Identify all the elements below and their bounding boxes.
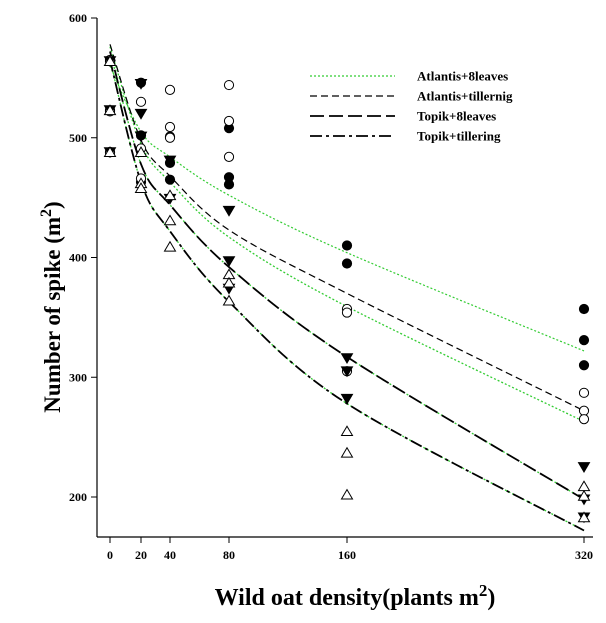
point-open-triangle [222,294,236,306]
point-filled-triangle [340,366,354,378]
y-tick-label: 200 [69,490,87,504]
point-open-circle [223,115,235,127]
fit-curve-2 [109,51,585,501]
point-open-triangle [103,55,117,67]
point-open-triangle [577,480,591,492]
point-open-triangle [163,189,177,201]
point-filled-triangle [134,131,148,143]
point-open-triangle [163,240,177,252]
point-filled-circle [341,240,353,251]
point-open-triangle [340,425,354,437]
point-filled-circle [578,360,590,371]
point-filled-circle [578,303,590,315]
point-filled-triangle [134,78,148,90]
point-filled-triangle [163,155,177,167]
legend-label-2: Topik+8leaves [417,109,496,124]
legend: Atlantis+8leaves Atlantis+tillernig Topik+… [310,69,513,144]
legend-label-0: Atlantis+8leaves [417,69,508,84]
x-tick-label: 320 [575,548,593,562]
point-open-triangle [163,214,177,226]
point-filled-circle [578,335,590,346]
legend-label-3: Topik+tillering [417,129,501,144]
point-open-circle [164,132,176,143]
point-filled-triangle [340,393,354,405]
point-filled-triangle [577,462,591,473]
point-filled-circle [164,174,176,185]
point-open-triangle [103,146,117,158]
point-filled-triangle [222,256,236,268]
y-tick-label: 600 [69,11,87,25]
data-points [103,54,591,524]
point-open-triangle [340,488,354,500]
point-open-circle [578,405,590,416]
point-filled-circle [341,258,353,269]
legend-label-1: Atlantis+tillernig [417,89,513,104]
point-open-circle [164,84,176,95]
point-open-triangle [577,489,591,501]
x-axis-title: Wild oat density(plants m2) [215,581,496,611]
fit-curve-overlay-0 [109,46,585,423]
x-tick-label: 80 [223,548,235,562]
point-open-triangle [340,446,354,458]
x-tick-label: 20 [135,548,147,562]
y-tick-label: 300 [69,370,87,384]
point-open-triangle [134,182,148,193]
x-tick-label: 40 [164,548,176,562]
point-open-circle [135,96,147,107]
point-open-circle [164,121,176,133]
point-filled-triangle [340,353,354,365]
fit-curve-overlay-2 [109,59,585,532]
x-tick-label: 0 [107,548,113,562]
point-open-triangle [134,146,148,158]
point-open-circle [223,79,235,91]
x-tick-label: 160 [338,548,356,562]
point-filled-triangle [222,205,236,217]
point-open-circle [223,151,235,163]
point-open-triangle [103,104,117,116]
point-open-triangle [577,511,591,523]
point-filled-circle [223,179,235,190]
point-open-circle [578,414,590,425]
axes: 200 300 400 500 600 0 20 40 80 160 320 [69,11,593,562]
y-axis-title: Number of spike (m2) [38,201,65,412]
point-filled-triangle [134,108,148,120]
y-tick-label: 400 [69,251,87,265]
fit-curve-3 [109,59,585,532]
y-tick-label: 500 [69,131,87,145]
point-open-circle [578,387,590,398]
point-open-circle [341,307,353,318]
point-open-triangle [222,276,236,288]
